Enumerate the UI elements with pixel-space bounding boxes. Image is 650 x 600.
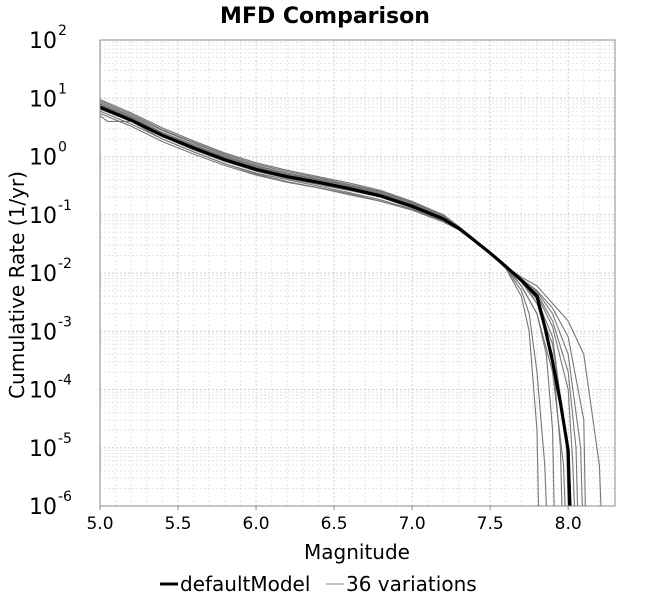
- y-tick-exponent: 1: [58, 81, 67, 97]
- y-tick-base: 10: [29, 87, 57, 112]
- x-tick-label: 6.5: [321, 514, 348, 534]
- x-tick-label: 8.0: [555, 514, 582, 534]
- variation-line: [100, 107, 569, 506]
- y-tick-label: 10 -6: [29, 489, 72, 520]
- y-tick-label: 10 -2: [29, 256, 72, 287]
- variation-line: [100, 99, 602, 506]
- chart-grid: [99, 40, 616, 507]
- y-tick-exponent: 0: [58, 140, 67, 156]
- y-tick-base: 10: [29, 262, 57, 287]
- variation-line: [100, 106, 547, 506]
- y-tick-base: 10: [29, 204, 57, 229]
- x-tick-label: 5.0: [86, 514, 113, 534]
- variation-line: [100, 101, 583, 506]
- x-axis-label: Magnitude: [304, 540, 410, 564]
- variation-line: [100, 112, 540, 506]
- y-axis-label: Cumulative Rate (1/yr): [5, 171, 29, 399]
- y-tick-exponent: -1: [58, 198, 72, 214]
- variation-line: [100, 103, 579, 506]
- y-tick-base: 10: [29, 146, 57, 171]
- y-tick-exponent: -3: [58, 314, 72, 330]
- x-tick-label: 7.0: [399, 514, 426, 534]
- variation-line: [100, 110, 572, 506]
- legend-label-variations: 36 variations: [346, 572, 477, 596]
- variation-line: [100, 108, 555, 506]
- x-tick-label: 6.0: [243, 514, 270, 534]
- y-tick-label: 10 1: [29, 81, 67, 112]
- variation-line: [100, 104, 575, 506]
- series-variations: [100, 99, 602, 506]
- legend-label-default-model: defaultModel: [180, 572, 310, 596]
- y-tick-label: 10 -1: [29, 198, 72, 229]
- x-axis-ticks: 5.0 5.5 6.0 6.5 7.0 7.5 8.0: [86, 506, 582, 534]
- y-tick-label: 10 -4: [29, 373, 72, 404]
- y-tick-base: 10: [29, 320, 57, 345]
- plot-frame: [99, 39, 616, 507]
- y-tick-exponent: -4: [58, 373, 72, 389]
- y-tick-label: 10 -5: [29, 431, 72, 462]
- x-tick-label: 5.5: [165, 514, 192, 534]
- y-tick-base: 10: [29, 437, 57, 462]
- series-default-model: [100, 105, 572, 506]
- y-tick-base: 10: [29, 29, 57, 54]
- y-tick-label: 10 2: [29, 23, 67, 54]
- y-tick-label: 10 0: [29, 140, 67, 171]
- legend: defaultModel 36 variations: [160, 572, 477, 596]
- y-tick-base: 10: [29, 495, 57, 520]
- y-tick-exponent: -6: [58, 489, 72, 505]
- y-tick-exponent: -2: [58, 256, 72, 272]
- y-tick-label: 10 -3: [29, 314, 72, 345]
- x-tick-label: 7.5: [477, 514, 504, 534]
- y-tick-base: 10: [29, 379, 57, 404]
- y-tick-exponent: -5: [58, 431, 72, 447]
- variation-line: [100, 100, 586, 506]
- default-model-line: [100, 105, 572, 506]
- y-tick-exponent: 2: [58, 23, 67, 39]
- chart-title: MFD Comparison: [220, 4, 430, 29]
